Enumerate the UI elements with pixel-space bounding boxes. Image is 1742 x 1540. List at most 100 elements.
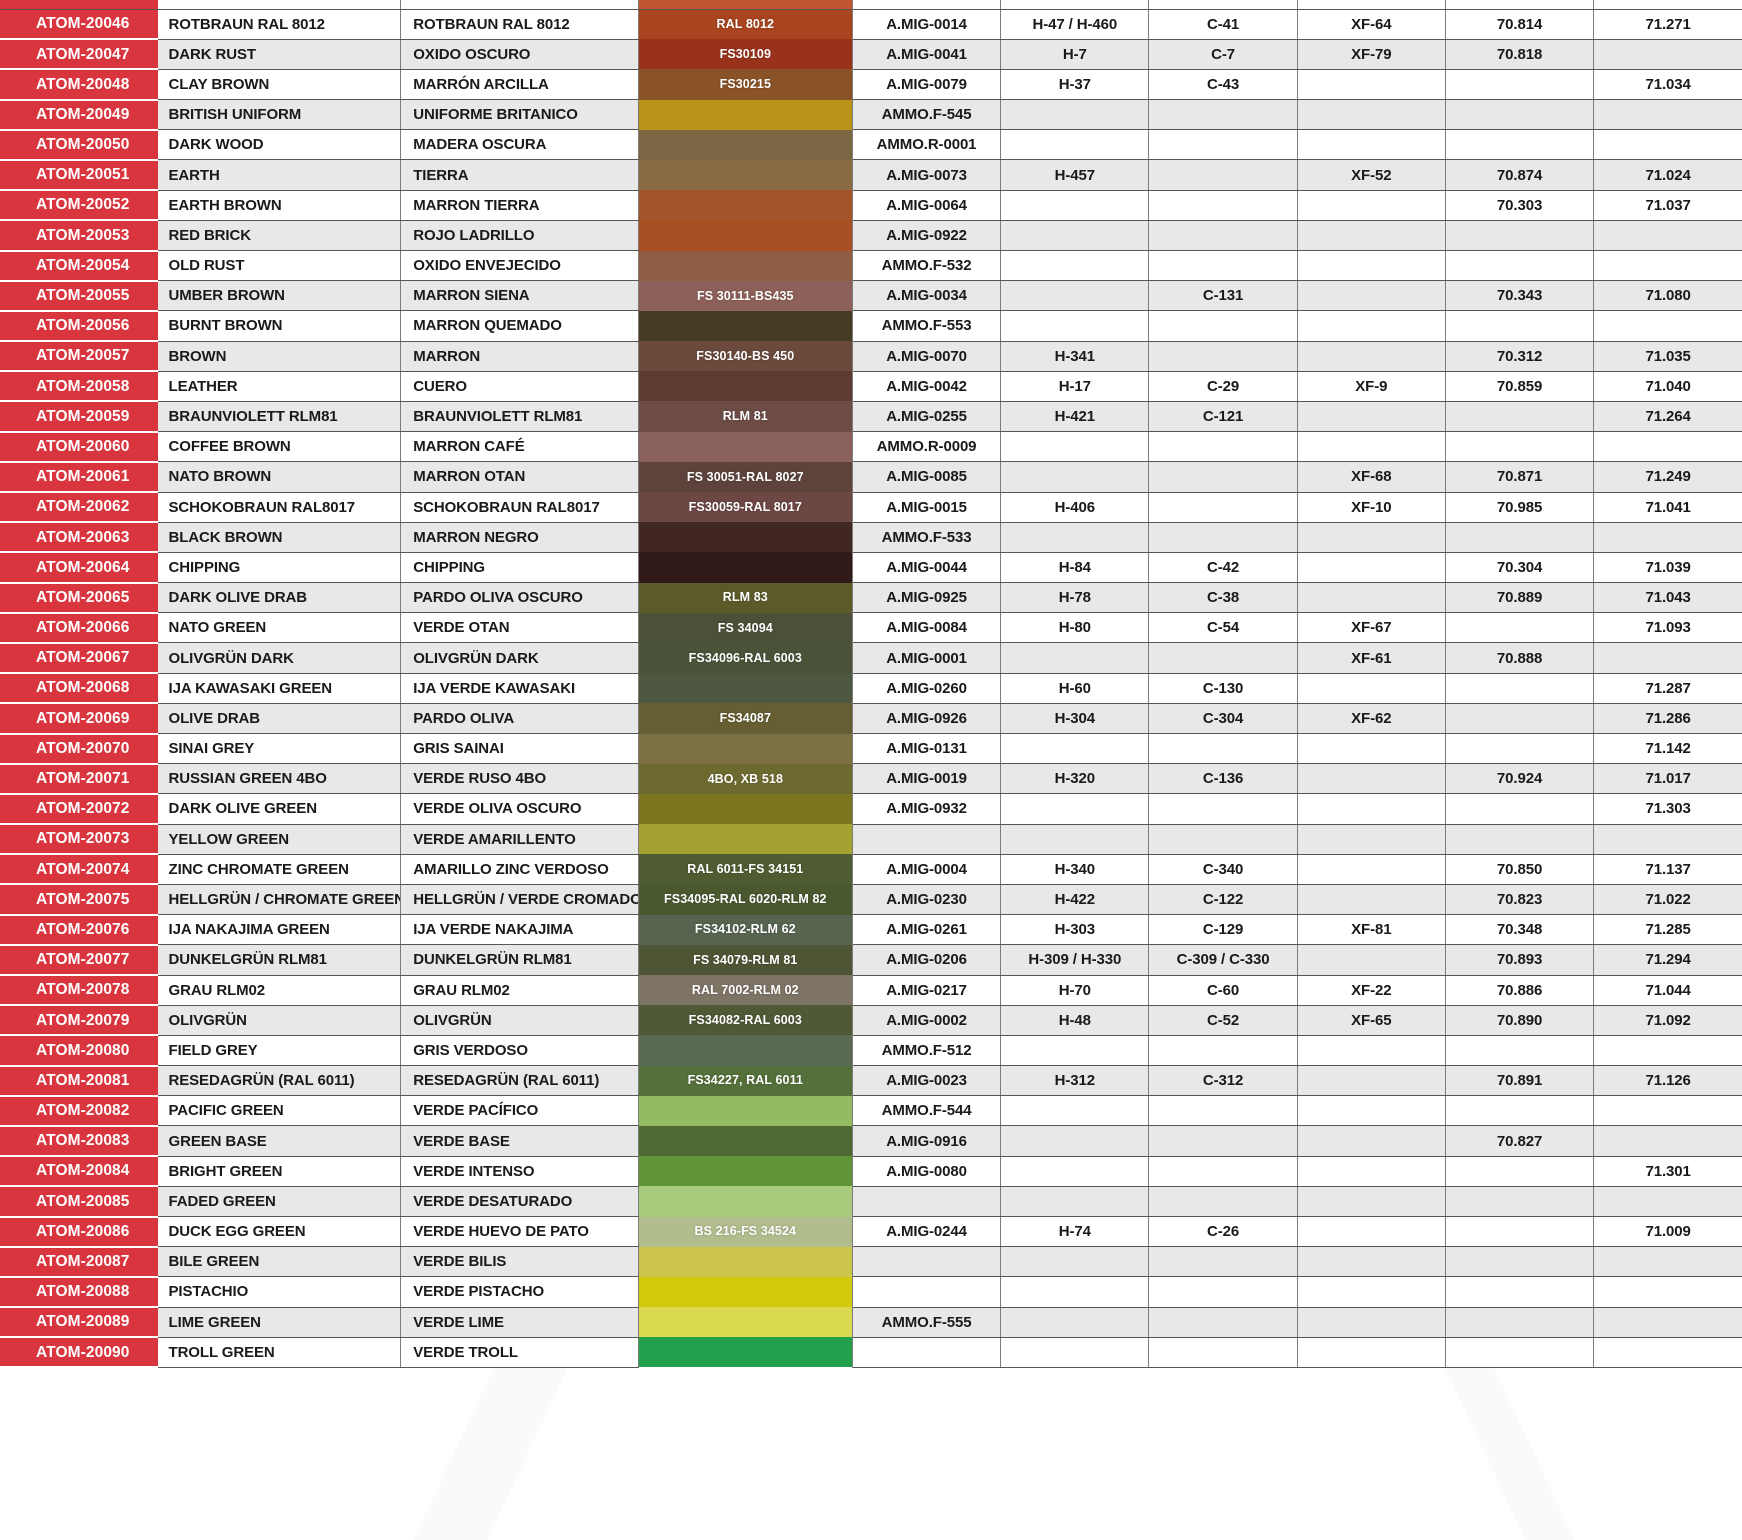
table-row[interactable]: ATOM-20072 DARK OLIVE GREEN VERDE OLIVA OS… <box>0 793 1742 826</box>
table-row[interactable]: ATOM-20048 CLAY BROWN MARRÓN ARCILLA FS3021… <box>0 69 1742 101</box>
table-row[interactable]: ATOM-20082 PACIFIC GREEN VERDE PACÍFICO AMM… <box>0 1095 1742 1127</box>
row-reference[interactable]: ATOM-20084 <box>0 1156 158 1188</box>
table-row[interactable]: ATOM-20080 FIELD GREY GRIS VERDOSO AMMO.F-5… <box>0 1035 1742 1067</box>
row-reference[interactable]: ATOM-20070 <box>0 733 158 765</box>
row-reference[interactable]: ATOM-20056 <box>0 310 158 343</box>
table-row[interactable]: ATOM-20051 EARTH TIERRA A.MIG-0073 H-457 XF-5… <box>0 159 1742 192</box>
row-c-code <box>1148 492 1298 523</box>
row-reference[interactable]: ATOM-20055 <box>0 280 158 312</box>
row-reference[interactable]: ATOM-20078 <box>0 975 158 1007</box>
row-reference[interactable]: ATOM-20067 <box>0 642 158 675</box>
table-row[interactable]: ATOM-20081 RESEDAGRÜN (RAL 6011) RESEDAGRÜ… <box>0 1065 1742 1097</box>
table-row[interactable]: ATOM-20071 RUSSIAN GREEN 4BO VERDE RUSO 4B… <box>0 763 1742 795</box>
row-reference[interactable]: ATOM-20053 <box>0 220 158 252</box>
table-row[interactable]: ATOM-20069 OLIVE DRAB PARDO OLIVA FS34087 A.… <box>0 703 1742 735</box>
table-row[interactable]: ATOM-20054 OLD RUST OXIDO ENVEJECIDO AMMO.F… <box>0 250 1742 282</box>
row-reference[interactable]: ATOM-20086 <box>0 1216 158 1248</box>
row-reference[interactable]: ATOM-20079 <box>0 1005 158 1037</box>
row-reference[interactable]: ATOM-20051 <box>0 159 158 192</box>
table-row[interactable]: ATOM-20058 LEATHER CUERO A.MIG-0042 H-17 C-29… <box>0 371 1742 403</box>
row-name-en: DARK RUST <box>157 39 402 70</box>
row-h-code <box>1000 1035 1150 1067</box>
row-reference[interactable]: ATOM-20074 <box>0 854 158 886</box>
row-reference[interactable]: ATOM-20071 <box>0 763 158 795</box>
row-reference[interactable]: ATOM-20090 <box>0 1337 158 1369</box>
row-reference[interactable]: ATOM-20048 <box>0 69 158 101</box>
table-row[interactable]: ATOM-20087 BILE GREEN VERDE BILIS <box>0 1246 1742 1278</box>
row-reference[interactable]: ATOM-20072 <box>0 793 158 826</box>
row-h-code <box>1000 793 1150 825</box>
row-reference[interactable]: ATOM-20085 <box>0 1186 158 1218</box>
table-row[interactable]: ATOM-20057 BROWN MARRON FS30140-BS 450 A.MIG… <box>0 341 1742 373</box>
row-reference[interactable]: ATOM-20059 <box>0 401 158 433</box>
row-c-code: C-122 <box>1148 884 1298 916</box>
table-row[interactable]: ATOM-20089 LIME GREEN VERDE LIME AMMO.F-555 <box>0 1307 1742 1339</box>
row-reference[interactable]: ATOM-20069 <box>0 703 158 735</box>
row-color-swatch <box>638 1035 853 1066</box>
table-row[interactable]: ATOM-20073 YELLOW GREEN VERDE AMARILLENTO <box>0 824 1742 856</box>
table-row[interactable]: ATOM-20070 SINAI GREY GRIS SAINAI A.MIG-013… <box>0 733 1742 765</box>
row-reference[interactable]: ATOM-20077 <box>0 944 158 977</box>
row-reference[interactable]: ATOM-20075 <box>0 884 158 916</box>
row-reference[interactable]: ATOM-20061 <box>0 461 158 494</box>
row-reference[interactable]: ATOM-20088 <box>0 1276 158 1309</box>
table-row[interactable]: ATOM-20074 ZINC CHROMATE GREEN AMARILLO ZI… <box>0 854 1742 886</box>
row-reference[interactable]: ATOM-20087 <box>0 1246 158 1278</box>
row-reference[interactable]: ATOM-20082 <box>0 1095 158 1127</box>
table-row[interactable]: ATOM-20050 DARK WOOD MADERA OSCURA AMMO.R-0… <box>0 129 1742 161</box>
table-row[interactable]: ATOM-20078 GRAU RLM02 GRAU RLM02 RAL 7002-R… <box>0 975 1742 1007</box>
row-reference[interactable]: ATOM-20057 <box>0 341 158 373</box>
table-row[interactable]: ATOM-20077 DUNKELGRÜN RLM81 DUNKELGRÜN RLM… <box>0 944 1742 977</box>
table-row[interactable]: ATOM-20076 IJA NAKAJIMA GREEN IJA VERDE NA… <box>0 914 1742 946</box>
row-reference[interactable]: ATOM-20050 <box>0 129 158 161</box>
table-row[interactable]: ATOM-20083 GREEN BASE VERDE BASE A.MIG-0916… <box>0 1125 1742 1158</box>
table-row[interactable]: ATOM-20061 NATO BROWN MARRON OTAN FS 30051-… <box>0 461 1742 494</box>
table-row[interactable]: ATOM-20049 BRITISH UNIFORM UNIFORME BRITAN… <box>0 99 1742 131</box>
table-row[interactable]: ATOM-20090 TROLL GREEN VERDE TROLL <box>0 1337 1742 1369</box>
row-reference[interactable]: ATOM-20062 <box>0 492 158 524</box>
table-row[interactable]: ATOM-20052 EARTH BROWN MARRON TIERRA A.MIG-… <box>0 190 1742 222</box>
row-reference[interactable]: ATOM-20058 <box>0 371 158 403</box>
table-row[interactable]: ATOM-20065 DARK OLIVE DRAB PARDO OLIVA OSC… <box>0 582 1742 614</box>
table-row[interactable]: ATOM-20063 BLACK BROWN MARRON NEGRO AMMO.F-… <box>0 522 1742 554</box>
row-reference[interactable]: ATOM-20073 <box>0 824 158 856</box>
row-reference[interactable]: ATOM-20076 <box>0 914 158 946</box>
table-row[interactable]: ATOM-20047 DARK RUST OXIDO OSCURO FS30109 A.… <box>0 39 1742 71</box>
row-name-es: CUERO <box>400 371 639 402</box>
table-row[interactable]: ATOM-20060 COFFEE BROWN MARRON CAFÉ AMMO.R-… <box>0 431 1742 463</box>
row-reference[interactable]: ATOM-20081 <box>0 1065 158 1097</box>
table-row[interactable]: ATOM-20067 OLIVGRÜN DARK OLIVGRÜN DARK FS34… <box>0 642 1742 675</box>
row-reference[interactable]: ATOM-20049 <box>0 99 158 131</box>
row-reference[interactable]: ATOM-20080 <box>0 1035 158 1067</box>
row-71-code: 71.040 <box>1593 371 1742 402</box>
row-reference[interactable]: ATOM-20060 <box>0 431 158 463</box>
row-reference[interactable]: ATOM-20054 <box>0 250 158 282</box>
table-row[interactable]: ATOM-20056 BURNT BROWN MARRON QUEMADO AMMO.… <box>0 310 1742 343</box>
table-row[interactable]: ATOM-20075 HELLGRÜN / CHROMATE GREEN HELLG… <box>0 884 1742 916</box>
table-row[interactable]: ATOM-20053 RED BRICK ROJO LADRILLO A.MIG-09… <box>0 220 1742 252</box>
table-row[interactable]: ATOM-20062 SCHOKOBRAUN RAL8017 SCHOKOBRAUN… <box>0 492 1742 524</box>
row-reference[interactable]: ATOM-20063 <box>0 522 158 554</box>
table-row[interactable]: ATOM-20088 PISTACHIO VERDE PISTACHO <box>0 1276 1742 1309</box>
row-70-code: 70.304 <box>1445 552 1595 584</box>
table-row[interactable]: ATOM-20084 BRIGHT GREEN VERDE INTENSO A.MIG… <box>0 1156 1742 1188</box>
row-reference[interactable]: ATOM-20052 <box>0 190 158 222</box>
row-reference[interactable]: ATOM-20066 <box>0 612 158 644</box>
table-row[interactable]: ATOM-20086 DUCK EGG GREEN VERDE HUEVO DE P… <box>0 1216 1742 1248</box>
table-row[interactable]: ATOM-20055 UMBER BROWN MARRON SIENA FS 3011… <box>0 280 1742 312</box>
table-row[interactable]: ATOM-20046 ROTBRAUN RAL 8012 ROTBRAUN RAL … <box>0 9 1742 41</box>
row-reference[interactable]: ATOM-20064 <box>0 552 158 584</box>
table-row[interactable]: ATOM-20085 FADED GREEN VERDE DESATURADO <box>0 1186 1742 1218</box>
row-reference[interactable]: ATOM-20068 <box>0 673 158 705</box>
row-reference[interactable]: ATOM-20046 <box>0 9 158 41</box>
row-reference[interactable]: ATOM-20065 <box>0 582 158 614</box>
table-row[interactable]: ATOM-20066 NATO GREEN VERDE OTAN FS 34094 A.… <box>0 612 1742 644</box>
table-row[interactable]: ATOM-20064 CHIPPING CHIPPING A.MIG-0044 H-84… <box>0 552 1742 584</box>
row-reference[interactable]: ATOM-20089 <box>0 1307 158 1339</box>
table-row[interactable]: ATOM-20059 BRAUNVIOLETT RLM81 BRAUNVIOLETT… <box>0 401 1742 433</box>
row-reference[interactable]: ATOM-20047 <box>0 39 158 71</box>
table-row[interactable]: ATOM-20068 IJA KAWASAKI GREEN IJA VERDE KA… <box>0 673 1742 705</box>
row-reference[interactable]: ATOM-20083 <box>0 1125 158 1158</box>
table-row[interactable]: ATOM-20079 OLIVGRÜN OLIVGRÜN FS34082-RAL 60… <box>0 1005 1742 1037</box>
row-reference[interactable] <box>0 0 158 10</box>
